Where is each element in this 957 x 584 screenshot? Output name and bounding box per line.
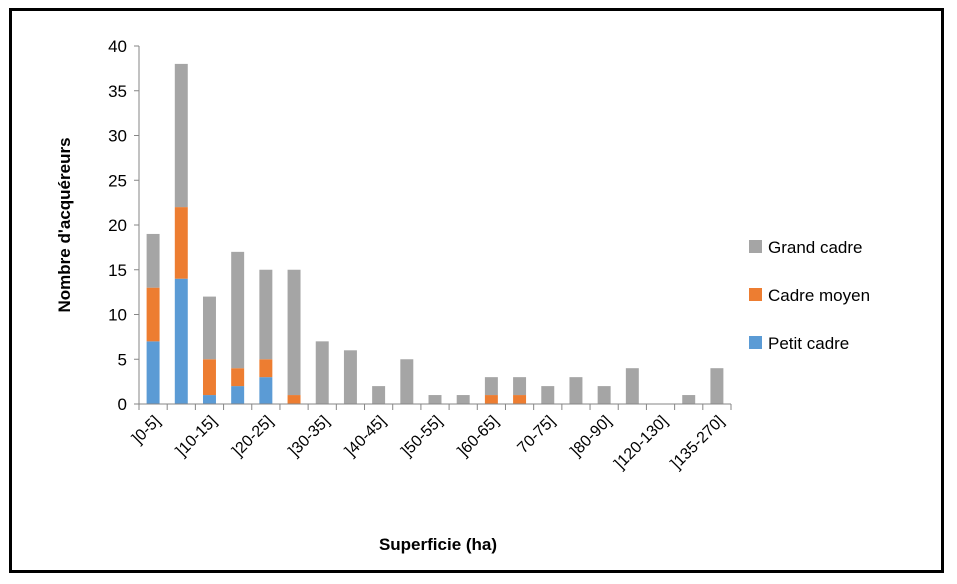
bar-segment-grand-cadre bbox=[541, 386, 555, 404]
bar-segment-cadre-moyen bbox=[202, 359, 216, 396]
bar-segment-grand-cadre bbox=[287, 269, 301, 396]
bar-segment-cadre-moyen bbox=[287, 395, 301, 404]
bar-segment-cadre-moyen bbox=[231, 368, 245, 387]
bar-segment-grand-cadre bbox=[710, 368, 724, 404]
y-tick-label: 25 bbox=[108, 171, 127, 190]
bar-segment-petit-cadre bbox=[146, 341, 160, 404]
bar-segment-cadre-moyen bbox=[259, 359, 273, 378]
y-tick-label: 40 bbox=[108, 37, 127, 56]
legend-label: Grand cadre bbox=[768, 238, 863, 257]
bar-segment-petit-cadre bbox=[202, 395, 216, 404]
y-tick-label: 35 bbox=[108, 82, 127, 101]
bar-segment-cadre-moyen bbox=[513, 395, 527, 404]
bar-segment-cadre-moyen bbox=[146, 287, 160, 342]
y-tick-label: 20 bbox=[108, 216, 127, 235]
bar-segment-grand-cadre bbox=[513, 377, 527, 396]
y-axis-ticks: 0 5 10 15 20 25 30 35 40 bbox=[108, 37, 139, 414]
x-tick-label: ]20-25] bbox=[229, 413, 276, 460]
bar-segment-grand-cadre bbox=[372, 386, 386, 404]
bar-segment-grand-cadre bbox=[625, 368, 639, 404]
legend-swatch bbox=[749, 240, 762, 253]
x-axis-title: Superficie (ha) bbox=[379, 535, 497, 554]
bar-segment-grand-cadre bbox=[174, 63, 188, 208]
y-tick-label: 10 bbox=[108, 306, 127, 325]
bar-segment-grand-cadre bbox=[597, 386, 611, 404]
legend-swatch bbox=[749, 336, 762, 349]
bar-segment-petit-cadre bbox=[259, 377, 273, 404]
bars bbox=[146, 63, 724, 404]
bar-segment-grand-cadre bbox=[428, 395, 442, 404]
bar-segment-grand-cadre bbox=[259, 269, 273, 360]
x-tick-label: ]50-55] bbox=[399, 413, 446, 460]
bar-segment-grand-cadre bbox=[682, 395, 696, 404]
y-tick-label: 5 bbox=[118, 350, 127, 369]
y-axis-title: Nombre d'acquéreurs bbox=[55, 137, 74, 312]
bar-segment-grand-cadre bbox=[315, 341, 329, 404]
bar-segment-grand-cadre bbox=[202, 296, 216, 360]
x-tick-label: ]60-65] bbox=[455, 413, 502, 460]
x-tick-label: ]0-5] bbox=[129, 413, 164, 448]
y-tick-label: 0 bbox=[118, 395, 127, 414]
legend-label: Cadre moyen bbox=[768, 286, 870, 305]
chart-frame bbox=[9, 8, 944, 573]
legend-swatch bbox=[749, 288, 762, 301]
x-tick-label: 70-75] bbox=[514, 413, 558, 457]
x-tick-label: ]120-130] bbox=[612, 413, 672, 473]
bar-segment-cadre-moyen bbox=[174, 207, 188, 279]
y-tick-label: 15 bbox=[108, 261, 127, 280]
bar-segment-grand-cadre bbox=[343, 350, 357, 404]
x-tick-label: ]40-45] bbox=[342, 413, 389, 460]
y-tick-label: 30 bbox=[108, 127, 127, 146]
x-tick-label: ]10-15] bbox=[173, 413, 220, 460]
bar-segment-grand-cadre bbox=[456, 395, 470, 404]
legend-label: Petit cadre bbox=[768, 334, 849, 353]
bar-segment-grand-cadre bbox=[569, 377, 583, 404]
bar-segment-grand-cadre bbox=[146, 233, 160, 288]
bar-segment-grand-cadre bbox=[484, 377, 498, 396]
x-tick-label: ]135-270] bbox=[668, 413, 728, 473]
bar-segment-petit-cadre bbox=[174, 278, 188, 404]
legend: Grand cadre Cadre moyen Petit cadre bbox=[749, 238, 870, 353]
bar-segment-grand-cadre bbox=[231, 251, 245, 369]
x-tick-label: ]80-90] bbox=[568, 413, 615, 460]
x-tick-label: ]30-35] bbox=[286, 413, 333, 460]
x-axis-ticks: ]0-5] ]10-15]]20-25]]30-35]]40-45]]50-55]… bbox=[129, 404, 732, 473]
bar-segment-cadre-moyen bbox=[484, 395, 498, 404]
bar-segment-petit-cadre bbox=[231, 386, 245, 404]
bar-segment-grand-cadre bbox=[400, 359, 414, 404]
